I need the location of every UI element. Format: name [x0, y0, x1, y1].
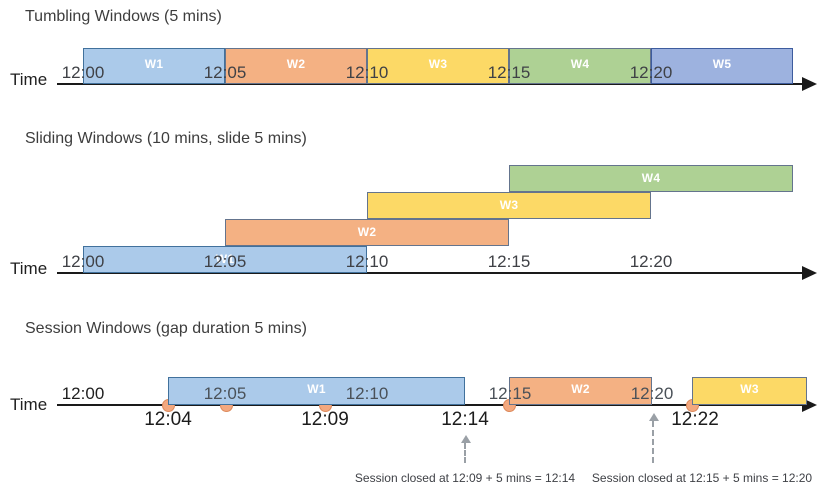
tick-label: 12:00: [61, 63, 105, 82]
time-axis-label: Time: [10, 70, 48, 89]
window-box-w2: W2: [225, 48, 367, 84]
tick-label: 12:15: [488, 384, 532, 403]
window-label: W2: [571, 381, 590, 396]
window-label: W1: [215, 251, 235, 266]
window-label: W4: [641, 170, 661, 185]
session-windows-section: Session Windows (gap duration 5 mins) Ti…: [0, 310, 829, 498]
time-axis-label: Time: [10, 395, 48, 414]
window-label: W3: [499, 197, 519, 212]
time-axis: [57, 404, 804, 406]
section-title: Tumbling Windows (5 mins): [25, 8, 222, 25]
tick-label: 12:20: [629, 252, 673, 271]
window-box-w3: W3: [692, 377, 807, 405]
window-label: W4: [570, 57, 590, 71]
session-closed-note: Session closed at 12:15 + 5 mins = 12:20: [591, 471, 813, 485]
time-axis-label: Time: [10, 259, 48, 278]
event-time-label: 12:04: [144, 409, 192, 430]
event-time-label: 12:14: [441, 409, 489, 430]
window-label: W1: [307, 381, 326, 396]
window-box-w1: W1: [168, 377, 465, 405]
arrowhead-icon: [649, 413, 659, 421]
session-closed-note: Session closed at 12:09 + 5 mins = 12:14: [354, 471, 576, 485]
tick-label: 12:05: [203, 252, 247, 271]
section-title: Sliding Windows (10 mins, slide 5 mins): [25, 130, 307, 147]
arrowhead-icon: [461, 435, 471, 443]
window-box-w2: W2: [225, 219, 509, 246]
tick-label: 12:00: [61, 384, 105, 403]
time-axis: [57, 83, 804, 85]
window-label: W3: [740, 381, 759, 396]
window-label: W1: [144, 57, 164, 71]
tick-label: 12:10: [345, 252, 389, 271]
window-box-w4: W4: [509, 165, 793, 192]
window-box-w3: W3: [367, 192, 651, 219]
arrow-shaft: [652, 421, 654, 463]
tick-label: 12:20: [630, 384, 674, 403]
window-label: W5: [712, 57, 732, 71]
tick-label: 12:15: [487, 63, 531, 82]
window-box-w1: W1: [83, 48, 225, 84]
tumbling-windows-section: Tumbling Windows (5 mins) Time W1 W2 W3 W4 W…: [0, 0, 829, 110]
window-box-w3: W3: [367, 48, 509, 84]
window-box-w1: W1: [83, 246, 367, 273]
window-box-w2: W2: [509, 377, 652, 405]
sliding-windows-section: Sliding Windows (10 mins, slide 5 mins) …: [0, 120, 829, 292]
axis-arrowhead-icon: [802, 77, 817, 91]
window-label: W2: [357, 224, 377, 239]
tick-label: 12:20: [629, 63, 673, 82]
time-axis: [57, 272, 804, 274]
window-label: W2: [286, 57, 306, 71]
tick-label: 12:00: [61, 252, 105, 271]
tick-label: 12:15: [487, 252, 531, 271]
window-box-w4: W4: [509, 48, 651, 84]
event-time-label: 12:22: [671, 409, 719, 430]
window-label: W3: [428, 57, 448, 71]
event-time-label: 12:09: [301, 409, 349, 430]
section-title: Session Windows (gap duration 5 mins): [25, 320, 307, 337]
tick-label: 12:10: [345, 63, 389, 82]
window-box-w5: W5: [651, 48, 793, 84]
tick-label: 12:10: [345, 384, 389, 403]
tick-label: 12:05: [203, 384, 247, 403]
tick-label: 12:05: [203, 63, 247, 82]
arrow-shaft: [464, 443, 466, 463]
axis-arrowhead-icon: [802, 266, 817, 280]
